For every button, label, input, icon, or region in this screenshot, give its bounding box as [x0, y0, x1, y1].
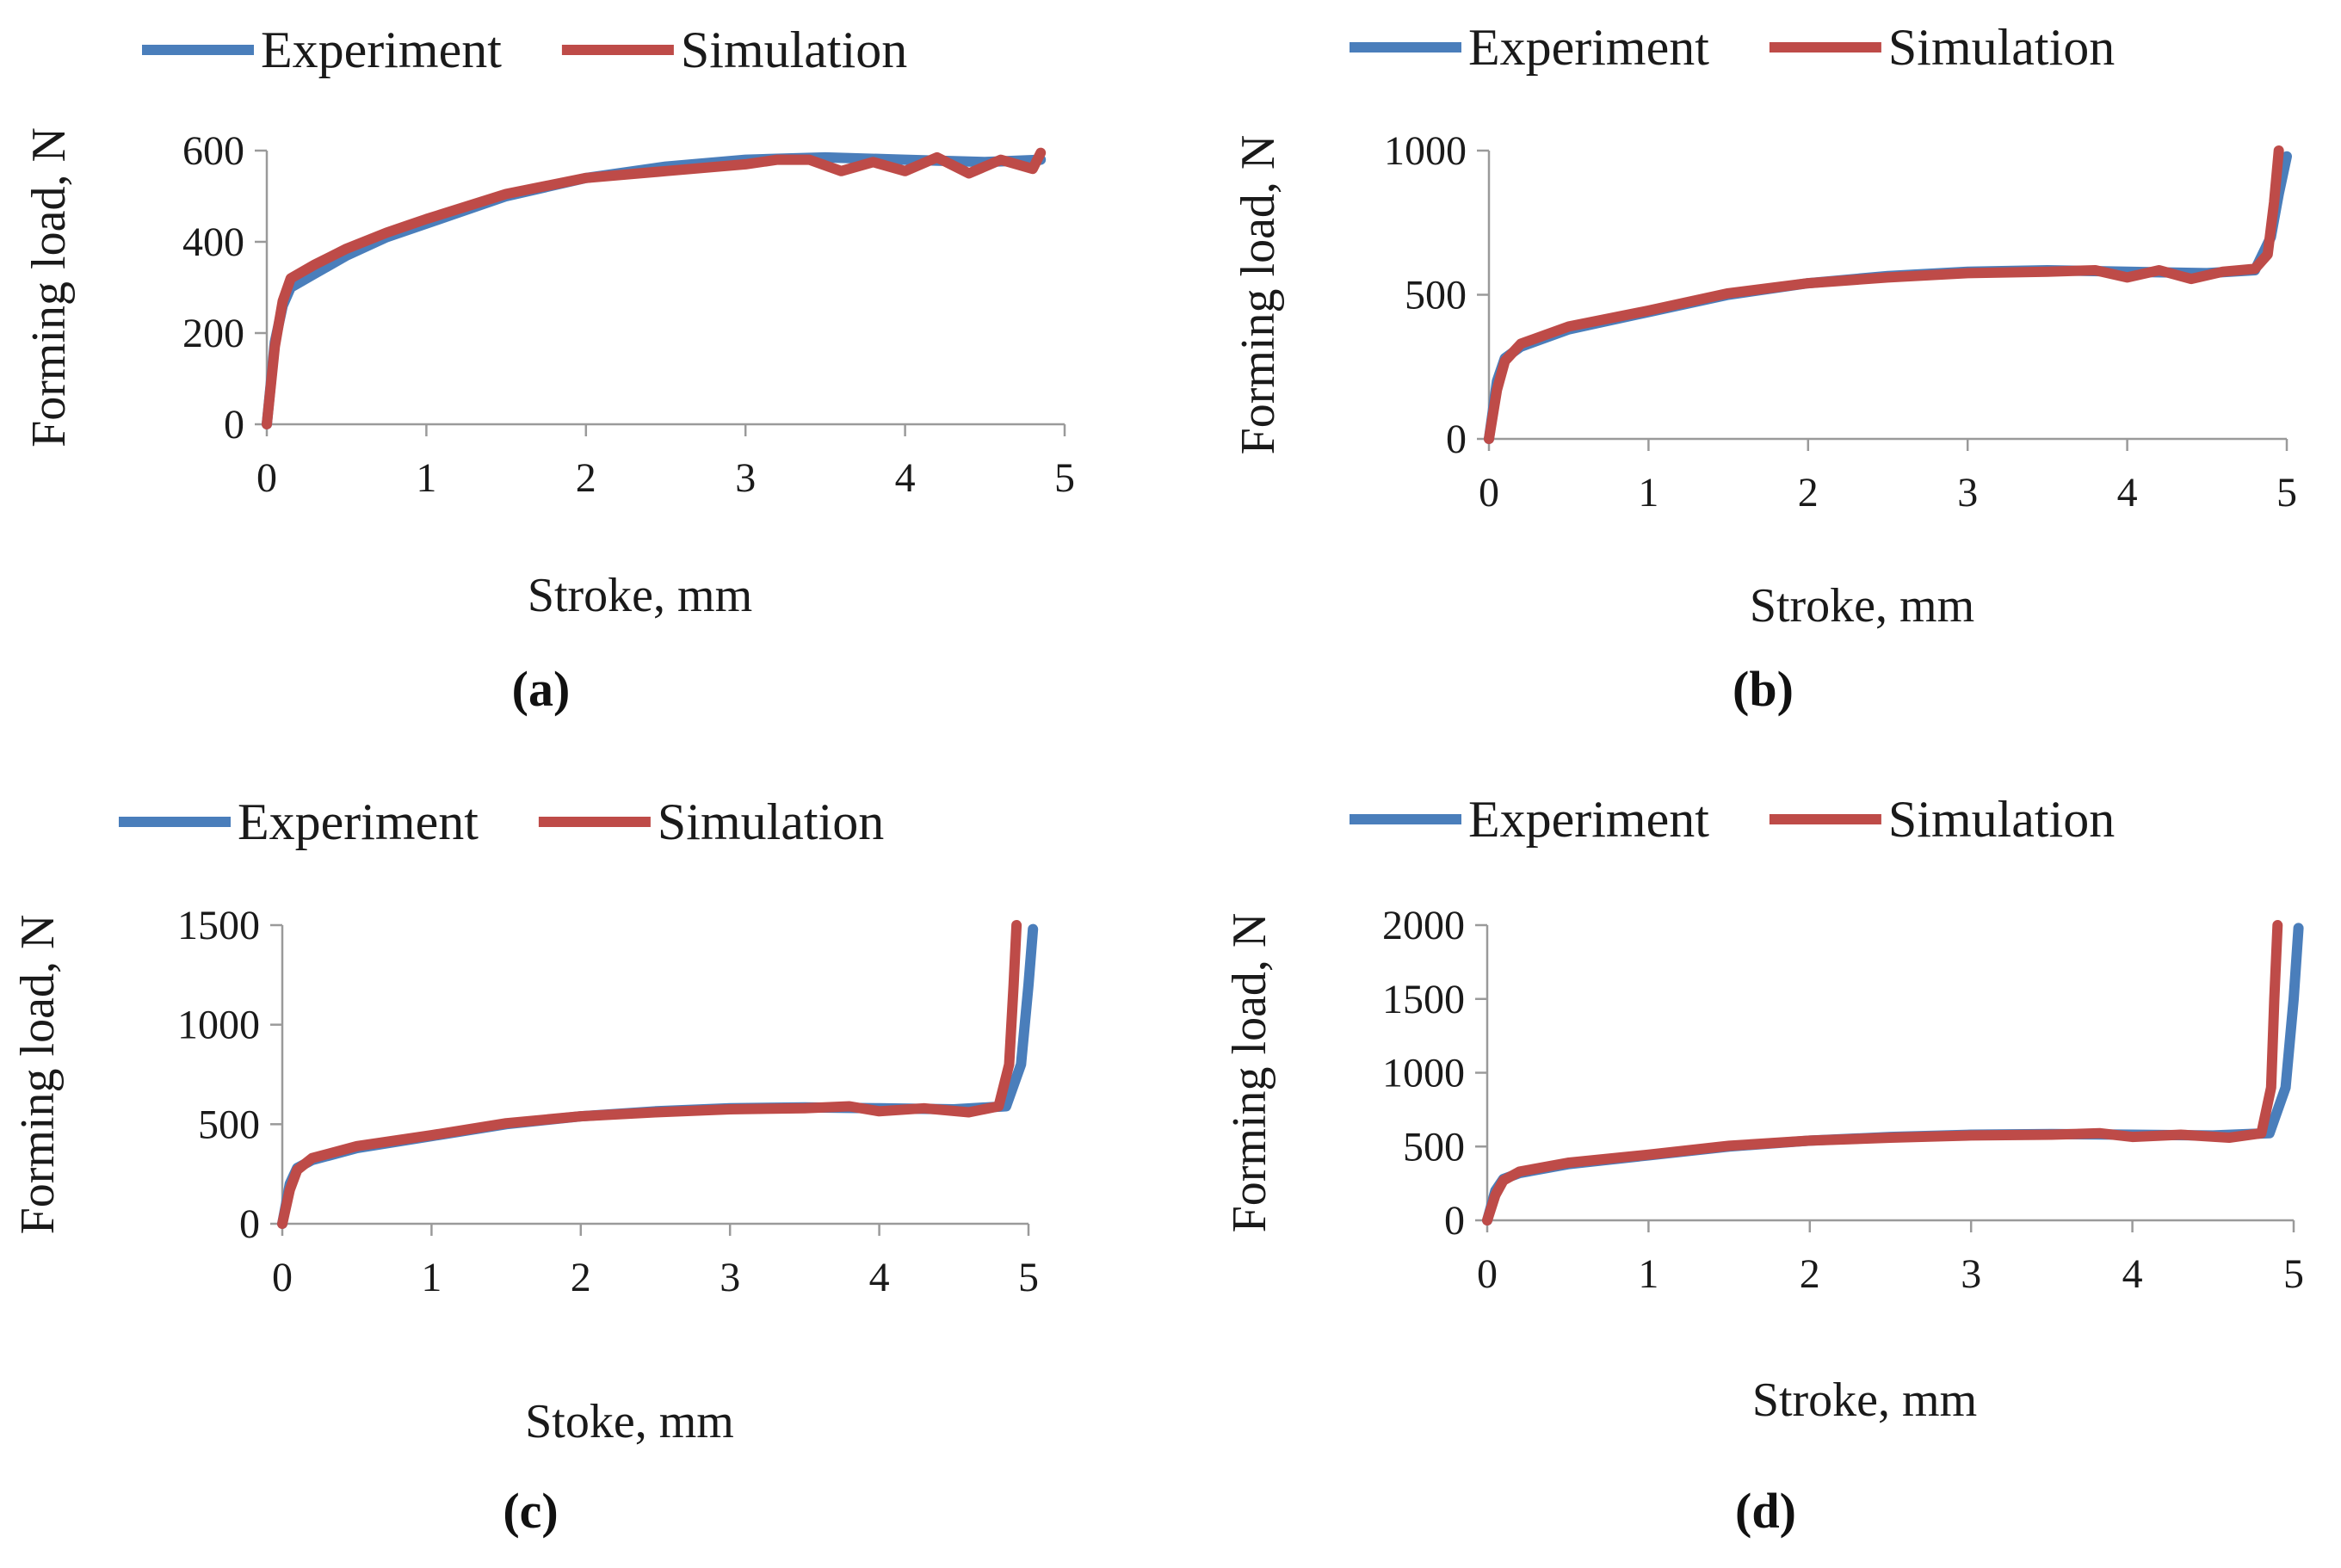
x-tick-label: 2 [576, 455, 596, 501]
legend: Experiment Simulation [1350, 791, 2115, 848]
x-tick-label: 2 [1800, 1251, 1820, 1297]
legend-label-simulation: Simulation [1888, 19, 2115, 76]
panel-label: (c) [503, 1483, 558, 1539]
x-tick-label: 1 [1638, 470, 1658, 515]
legend: Experiment Simulation [119, 793, 884, 850]
x-tick-label: 0 [1479, 470, 1499, 515]
legend: Experiment Simulation [142, 22, 907, 78]
x-tick-label: 4 [895, 455, 916, 501]
y-tick-label: 0 [1446, 417, 1467, 462]
legend-label-experiment: Experiment [261, 22, 502, 78]
y-axis-title: Forming load, N [1232, 135, 1285, 455]
legend-label-simulation: Simulation [681, 22, 907, 78]
y-axis-title: Forming load, N [11, 915, 65, 1235]
x-tick-label: 3 [735, 455, 756, 501]
y-tick-label: 1000 [177, 1003, 260, 1048]
y-tick-label: 500 [1405, 273, 1467, 318]
legend-label-experiment: Experiment [238, 793, 479, 850]
x-tick-label: 3 [1957, 470, 1978, 515]
y-tick-label: 0 [1444, 1198, 1465, 1244]
x-tick-label: 3 [720, 1255, 740, 1300]
panel-d: 0 500 1000 1500 2000 0 1 2 3 4 5 Experiment Simulati… [1223, 791, 2304, 1539]
y-tick-label: 1500 [1382, 977, 1465, 1022]
panel-a: 0 200 400 600 0 1 2 3 4 5 Experiment Simulation Form… [22, 22, 1075, 717]
legend: Experiment Simulation [1350, 19, 2115, 76]
series-line-experiment [262, 151, 1047, 429]
x-axis-title: Stroke, mm [1752, 1374, 1977, 1427]
y-tick-label: 2000 [1382, 903, 1465, 948]
y-tick-label: 400 [182, 219, 244, 265]
y-tick-label: 1000 [1384, 128, 1467, 174]
x-tick-label: 4 [869, 1255, 890, 1300]
panel-label: (a) [512, 661, 571, 717]
x-axis-title: Stoke, mm [525, 1395, 734, 1448]
y-tick-label: 1500 [177, 903, 260, 948]
y-axis-title: Forming load, N [22, 127, 76, 448]
panel-c: 0 500 1000 1500 0 1 2 3 4 5 Experiment Simulation Fo… [11, 793, 1039, 1539]
series-line-simulation [277, 920, 1022, 1229]
series-line-experiment [1484, 151, 2292, 444]
x-tick-label: 2 [1798, 470, 1819, 515]
y-axis-title: Forming load, N [1223, 913, 1276, 1233]
y-tick-label: 0 [239, 1201, 260, 1247]
y-tick-label: 500 [198, 1102, 260, 1147]
panel-label: (b) [1733, 661, 1794, 717]
y-tick-label: 600 [182, 128, 244, 174]
x-tick-label: 4 [2117, 470, 2138, 515]
legend-label-simulation: Simulation [1888, 791, 2115, 848]
x-tick-label: 5 [2276, 470, 2297, 515]
x-tick-label: 1 [416, 455, 436, 501]
x-tick-label: 1 [421, 1255, 442, 1300]
y-tick-label: 200 [182, 311, 244, 356]
legend-label-experiment: Experiment [1468, 791, 1709, 848]
series-line-simulation [1482, 920, 2283, 1225]
x-axis-title: Stroke, mm [1750, 579, 1974, 633]
panel-b: 0 500 1000 0 1 2 3 4 5 Experiment Simulation Formin… [1232, 19, 2297, 717]
y-tick-label: 500 [1403, 1124, 1465, 1170]
series-line-experiment [277, 923, 1039, 1229]
x-tick-label: 5 [2283, 1251, 2304, 1297]
x-axis-title: Stroke, mm [528, 569, 752, 622]
x-tick-label: 4 [2122, 1251, 2143, 1297]
y-tick-label: 0 [224, 402, 244, 448]
x-tick-label: 3 [1961, 1251, 1981, 1297]
x-tick-label: 2 [571, 1255, 591, 1300]
legend-label-experiment: Experiment [1468, 19, 1709, 76]
panel-label: (d) [1735, 1483, 1796, 1539]
series-line-experiment [1482, 923, 2304, 1225]
x-tick-label: 0 [272, 1255, 293, 1300]
y-tick-label: 1000 [1382, 1051, 1465, 1096]
x-tick-label: 0 [256, 455, 277, 501]
legend-label-simulation: Simulation [658, 793, 884, 850]
x-tick-label: 1 [1638, 1251, 1658, 1297]
series-line-simulation [262, 147, 1047, 429]
series-line-simulation [1484, 145, 2284, 444]
x-tick-label: 5 [1054, 455, 1075, 501]
x-tick-label: 0 [1477, 1251, 1498, 1297]
x-tick-label: 5 [1018, 1255, 1039, 1300]
